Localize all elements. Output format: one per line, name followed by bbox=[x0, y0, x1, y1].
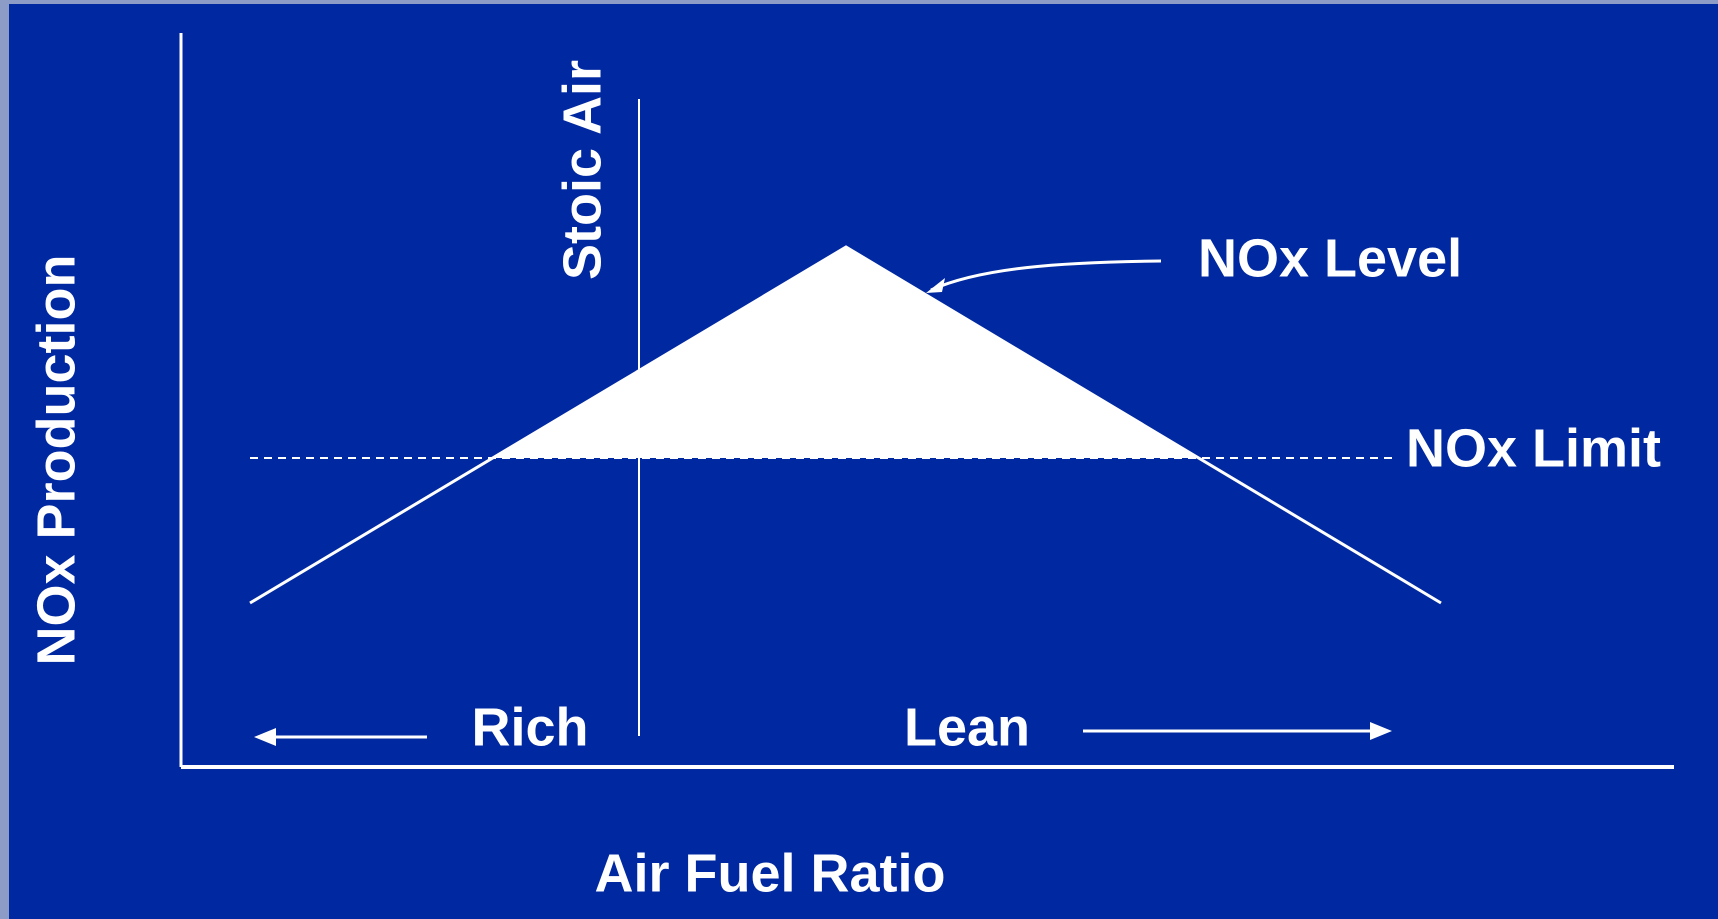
pointer-arrow bbox=[930, 259, 1162, 292]
arrow-head bbox=[254, 728, 276, 746]
curve-label: NOx Level bbox=[1198, 228, 1462, 288]
arrow-head bbox=[1370, 722, 1392, 740]
arrow-head bbox=[926, 278, 945, 293]
y-axis-label: NOx Production bbox=[26, 254, 86, 665]
exceed-area bbox=[492, 247, 1199, 458]
stoic-label: Stoic Air bbox=[552, 60, 612, 280]
nox-curve bbox=[249, 245, 1442, 605]
limit-label: NOx Limit bbox=[1406, 418, 1661, 478]
lean-label: Lean bbox=[904, 697, 1030, 757]
x-axis-label: Air Fuel Ratio bbox=[594, 843, 945, 903]
rich-label: Rich bbox=[471, 697, 588, 757]
